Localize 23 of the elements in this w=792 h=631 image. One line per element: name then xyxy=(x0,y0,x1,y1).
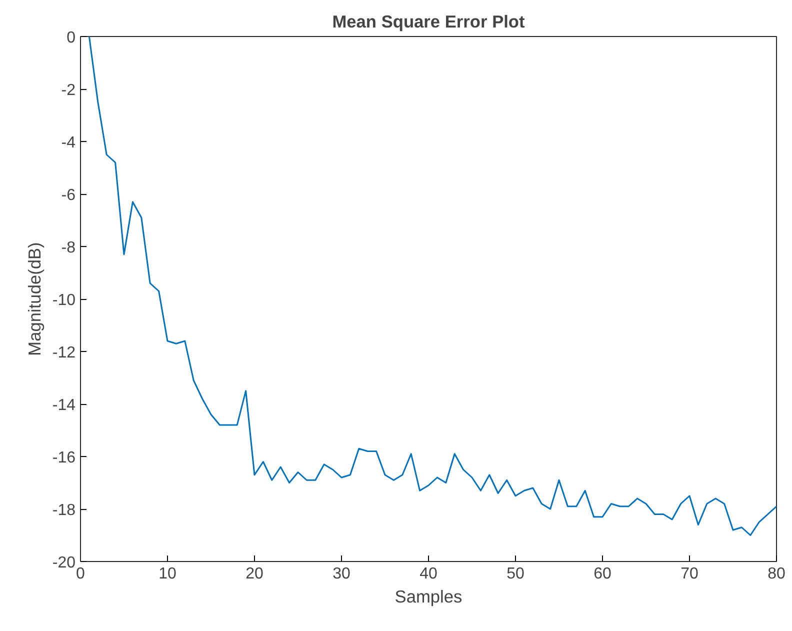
y-tick-label: -12 xyxy=(52,344,76,362)
x-tick-label: 30 xyxy=(332,566,350,582)
y-tick-label: -2 xyxy=(61,82,76,99)
y-axis-title: Magnitude(dB) xyxy=(24,242,44,356)
x-tick-label: 70 xyxy=(680,566,698,582)
y-tick-label: -6 xyxy=(61,187,76,204)
x-tick-label: 40 xyxy=(420,566,438,582)
x-tick-label: 80 xyxy=(768,566,786,582)
x-tick-label: 60 xyxy=(594,566,612,582)
line-series xyxy=(88,36,776,536)
y-tick-label: -4 xyxy=(61,134,76,152)
y-tick-label: -16 xyxy=(52,450,76,466)
y-tick-label: -14 xyxy=(52,397,76,414)
x-axis-title: Samples xyxy=(394,586,463,606)
x-tick-label: 20 xyxy=(246,566,264,582)
y-tick-label: -10 xyxy=(52,292,76,309)
y-tick-label: 0 xyxy=(66,30,76,46)
y-tick-label: -8 xyxy=(61,240,76,256)
x-tick-label: 10 xyxy=(158,566,176,582)
y-tick-label: -18 xyxy=(52,502,76,519)
y-tick-label: -20 xyxy=(52,554,76,572)
chart-title: Mean Square Error Plot xyxy=(332,12,526,32)
x-tick-label: 50 xyxy=(506,566,524,582)
